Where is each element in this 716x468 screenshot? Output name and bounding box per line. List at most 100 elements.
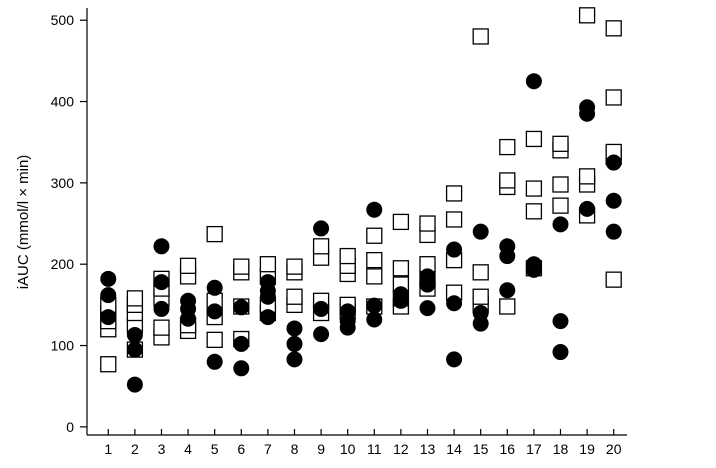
open-square-point (472, 288, 489, 305)
y-axis: 0 100 200 300 400 500 (51, 8, 88, 435)
x-tick-label: 3 (158, 441, 166, 457)
open-square-point (472, 264, 489, 281)
open-square-point (366, 227, 383, 244)
x-tick-label: 2 (131, 441, 139, 457)
filled-circle-point (259, 274, 276, 291)
y-tick-label: 200 (51, 256, 75, 272)
x-tick-label: 5 (211, 441, 219, 457)
filled-circle-point (233, 299, 250, 316)
filled-circle-point (206, 279, 223, 296)
x-tick-label: 18 (553, 441, 569, 457)
open-square-point (472, 28, 489, 45)
filled-circle-point (525, 256, 542, 273)
filled-circle-point (552, 313, 569, 330)
open-square-point (525, 203, 543, 220)
open-square-point (605, 89, 622, 106)
open-square-point (233, 258, 250, 275)
filled-circle-point (392, 286, 409, 303)
open-square-point (339, 247, 356, 265)
open-square-point (525, 130, 543, 148)
filled-circle-point (259, 309, 276, 326)
filled-circle-point (605, 192, 622, 209)
y-tick-label: 300 (51, 175, 75, 191)
open-square-point (552, 135, 569, 152)
filled-circle-point (233, 335, 250, 352)
filled-circle-point (605, 154, 622, 171)
open-square-point (392, 213, 410, 231)
open-square-point (259, 256, 277, 273)
filled-circle-point (552, 216, 569, 233)
filled-circle-point (366, 201, 383, 218)
filled-circle-point (339, 303, 356, 320)
filled-circle-point (126, 376, 143, 393)
filled-circle-point (100, 270, 117, 287)
filled-circle-point (313, 300, 330, 317)
x-tick-label: 20 (606, 441, 622, 457)
x-tick-label: 15 (473, 441, 489, 457)
open-square-point (419, 215, 436, 232)
filled-circle-point (579, 99, 596, 116)
open-square-point (206, 225, 223, 243)
x-axis: 1 2 3 4 5 6 7 8 9 10 11 12 13 14 15 16 17 18 19 20 (87, 429, 627, 457)
filled-circle-point (100, 287, 117, 304)
x-tick-label: 12 (393, 441, 409, 457)
filled-circle-point (446, 351, 463, 368)
filled-circle-point (366, 311, 383, 328)
x-tick-label: 11 (367, 441, 382, 457)
filled-circle-point (153, 238, 170, 255)
filled-circle-point (419, 268, 436, 285)
filled-circle-point (313, 326, 330, 343)
open-square-point (552, 197, 569, 214)
open-square-point (366, 268, 383, 285)
x-tick-label: 9 (317, 441, 325, 457)
filled-circle-point (499, 238, 516, 255)
open-square-point (499, 138, 516, 156)
open-square-point (153, 319, 170, 336)
y-tick-label: 100 (51, 338, 75, 354)
x-tick-label: 19 (579, 441, 595, 457)
filled-circle-point (313, 220, 330, 237)
filled-circle-point (126, 341, 143, 358)
filled-circle-point (286, 320, 303, 337)
x-tick-label: 8 (291, 441, 299, 457)
open-square-point (499, 172, 516, 189)
filled-circle-point (446, 295, 463, 312)
y-tick-label: 0 (66, 419, 74, 435)
x-tick-label: 7 (264, 441, 272, 457)
x-tick-label: 16 (500, 441, 516, 457)
x-tick-label: 14 (446, 441, 462, 457)
x-tick-label: 10 (340, 441, 356, 457)
open-square-point (605, 271, 622, 288)
open-square-point (286, 288, 303, 305)
filled-circle-point (605, 223, 622, 240)
open-square-point (525, 180, 543, 197)
open-square-point (445, 211, 463, 228)
open-square-point (126, 290, 144, 307)
open-square-point (206, 331, 223, 348)
x-tick-label: 13 (420, 441, 436, 457)
filled-circle-point (100, 309, 117, 326)
y-tick-label: 400 (51, 94, 75, 110)
y-axis-label: iAUC (mmol/l × min) (15, 155, 32, 290)
series-open-square (100, 7, 622, 373)
series-filled-circle (100, 73, 622, 393)
open-square-point (366, 251, 383, 269)
data-points (100, 7, 622, 393)
x-tick-label: 6 (237, 441, 245, 457)
filled-circle-point (126, 326, 143, 343)
filled-circle-point (366, 297, 383, 314)
open-square-point (578, 7, 596, 24)
filled-circle-point (153, 274, 170, 291)
y-tick-label: 500 (51, 12, 75, 28)
filled-circle-point (206, 303, 223, 320)
filled-circle-point (419, 300, 436, 317)
open-square-point (179, 257, 197, 274)
x-tick-label: 1 (104, 441, 112, 457)
filled-circle-point (499, 282, 516, 299)
filled-circle-point (206, 353, 223, 370)
open-square-point (445, 185, 463, 202)
open-square-point (392, 260, 410, 277)
filled-circle-point (286, 335, 303, 352)
open-square-point (552, 176, 569, 193)
